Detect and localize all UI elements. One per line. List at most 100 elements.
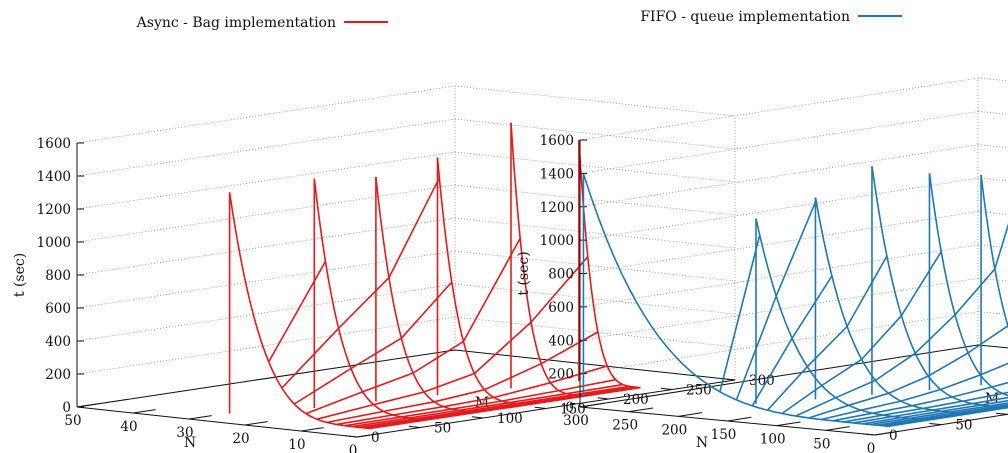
surface-cross-line <box>326 331 599 424</box>
x-tick-label: 0 <box>867 441 876 453</box>
x-tick-mark <box>188 415 212 420</box>
surface-cross-line <box>876 403 1008 426</box>
z-tick-label: 200 <box>548 367 574 383</box>
y-tick-mark <box>471 416 484 419</box>
x-tick-mark <box>300 427 324 432</box>
x-tick-label: 40 <box>120 419 137 435</box>
y-tick-mark <box>723 378 736 381</box>
surface-row-M95 <box>375 177 477 414</box>
x-tick-mark <box>244 421 268 426</box>
surface-cross-line <box>869 402 1008 426</box>
surface-row-M10 <box>228 192 370 430</box>
surface-row-M55 <box>313 178 427 421</box>
legend: Async - Bag implementation <box>136 15 388 31</box>
grid-line-back <box>454 250 736 282</box>
grid-line-side <box>76 217 456 276</box>
surface-row-M225 <box>578 140 641 389</box>
legend-label: FIFO - queue implementation <box>640 9 850 25</box>
base-back-edges <box>76 349 736 408</box>
z-tick-label: 400 <box>548 333 574 349</box>
z-axis-label: t (sec) <box>516 251 532 295</box>
grid-walls <box>579 77 1008 408</box>
grid-line-side <box>76 151 456 210</box>
z-tick-label: 1600 <box>37 136 71 152</box>
fifo-queue-surface-plot: 3002502001501005000501001502002503000200… <box>516 9 1008 453</box>
x-tick-mark <box>874 430 899 436</box>
surface-mesh <box>228 122 641 430</box>
grid-line-back <box>977 77 1008 82</box>
x-tick-mark <box>132 409 156 414</box>
surface-row-M160 <box>980 174 1008 329</box>
z-tick-label: 0 <box>565 400 574 416</box>
grid-line-side <box>579 144 979 208</box>
grid-line-side <box>579 277 979 341</box>
surface-cross-line <box>861 399 1008 425</box>
x-tick-mark <box>579 402 604 408</box>
y-tick-mark <box>995 412 1008 415</box>
surface-row-M130 <box>928 173 1008 397</box>
surface-cross-line <box>336 365 608 426</box>
x-tick-label: 100 <box>760 432 786 448</box>
grid-line-side <box>76 316 456 375</box>
z-tick-label: 600 <box>45 301 71 317</box>
z-tick-label: 200 <box>45 367 71 383</box>
grid-line-back <box>454 217 736 249</box>
surface-cross-line <box>735 200 817 401</box>
y-tick-label: 0 <box>889 428 898 444</box>
surface-cross-line <box>367 386 639 430</box>
surface-row-M100 <box>871 166 1008 409</box>
grid-line-back <box>454 118 736 150</box>
legend: FIFO - queue implementation <box>640 9 902 25</box>
x-tick-label: 300 <box>563 413 589 429</box>
x-tick-mark <box>356 433 380 438</box>
surface-cross-line <box>363 386 635 429</box>
x-tick-mark <box>76 403 100 408</box>
x-tick-mark <box>776 421 801 427</box>
grid-line-side <box>579 211 979 274</box>
grid-line-side <box>76 250 456 309</box>
x-tick-label: 150 <box>711 427 737 443</box>
y-tick-mark <box>660 387 673 390</box>
x-tick-mark <box>825 426 850 431</box>
z-tick-label: 1200 <box>37 202 71 218</box>
grid-line-side <box>76 118 456 177</box>
z-tick-label: 1000 <box>540 233 574 249</box>
y-tick-label: 100 <box>497 411 523 427</box>
surface-cross-line <box>358 385 630 429</box>
y-tick-label: 50 <box>434 421 451 437</box>
z-tick-label: 800 <box>548 267 574 283</box>
grid-line-back <box>977 111 1008 115</box>
base-plane <box>76 349 736 438</box>
grid-line-side <box>76 85 456 144</box>
surface-cross-line <box>316 256 589 420</box>
base-plane <box>579 344 1008 436</box>
base-back-edges <box>579 344 1008 408</box>
surface-row-M70 <box>814 197 968 415</box>
grid-line-side <box>76 283 456 342</box>
z-tick-label: 400 <box>45 334 71 350</box>
surface-cross-line <box>853 396 1008 424</box>
grid-line-side <box>579 311 979 374</box>
surface-cross-line <box>886 406 1008 427</box>
x-tick-mark <box>678 412 703 417</box>
surface-cross-line <box>821 362 1008 421</box>
grid-line-back <box>977 344 1008 349</box>
grid-line-back <box>454 316 736 348</box>
surface-cross-line <box>344 378 616 427</box>
z-axis-label: t (sec) <box>12 253 28 297</box>
grid-walls <box>76 85 736 408</box>
grid-line-back <box>977 211 1008 215</box>
surface-cross-line <box>781 251 942 415</box>
x-tick-label: 50 <box>813 436 830 452</box>
grid-line-back <box>454 85 736 117</box>
surface-cross-line <box>832 381 1008 422</box>
surface-cross-line <box>751 275 833 407</box>
x-axis-label: N <box>184 435 196 451</box>
z-tick-label: 0 <box>62 400 71 416</box>
x-tick-label: 250 <box>612 418 638 434</box>
y-tick-label: 200 <box>623 392 649 408</box>
surface-mesh <box>582 166 1008 428</box>
x-tick-label: 50 <box>64 413 81 429</box>
grid-line-side <box>579 177 979 241</box>
